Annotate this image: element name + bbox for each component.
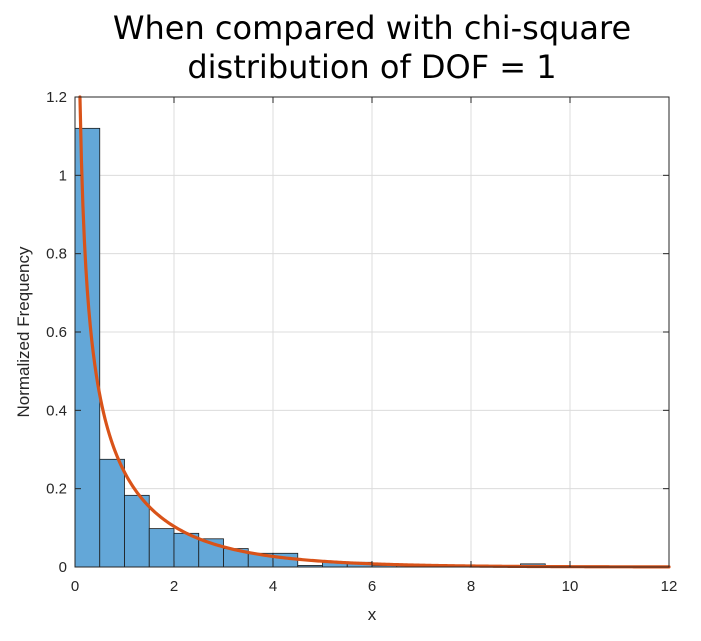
x-tick-label: 0 — [71, 578, 79, 595]
chart-title-line-1: When compared with chi-square — [113, 9, 631, 47]
x-axis-ticks: 0 2 4 6 8 10 12 — [71, 97, 678, 595]
x-axis-label: x — [368, 605, 377, 624]
x-tick-label: 2 — [170, 578, 178, 595]
chart-title-line-2: distribution of DOF = 1 — [187, 48, 556, 86]
histogram-bar-2 — [124, 494, 150, 568]
y-tick-label: 1.2 — [46, 89, 67, 106]
x-tick-label: 4 — [269, 578, 277, 595]
x-tick-label: 12 — [661, 578, 678, 595]
y-tick-label: 0.8 — [46, 246, 67, 263]
x-tick-label: 8 — [467, 578, 475, 595]
y-tick-label: 0 — [59, 559, 67, 576]
histogram-bar-0 — [74, 127, 101, 568]
chart-title: When compared with chi-square distributi… — [113, 9, 631, 86]
grid-lines — [75, 97, 669, 567]
y-tick-label: 0.4 — [46, 402, 67, 419]
x-tick-label: 10 — [562, 578, 579, 595]
y-tick-label: 1 — [59, 167, 67, 184]
x-tick-label: 6 — [368, 578, 376, 595]
y-axis-ticks: 0 0.2 0.4 0.6 0.8 1 1.2 — [46, 89, 669, 576]
y-axis-label: Normalized Frequency — [14, 246, 33, 418]
y-tick-label: 0.6 — [46, 324, 67, 341]
histogram-bar-4 — [173, 532, 200, 568]
histogram-bar-1 — [99, 458, 125, 568]
histogram-bar-3 — [148, 528, 175, 568]
y-tick-label: 0.2 — [46, 481, 67, 498]
